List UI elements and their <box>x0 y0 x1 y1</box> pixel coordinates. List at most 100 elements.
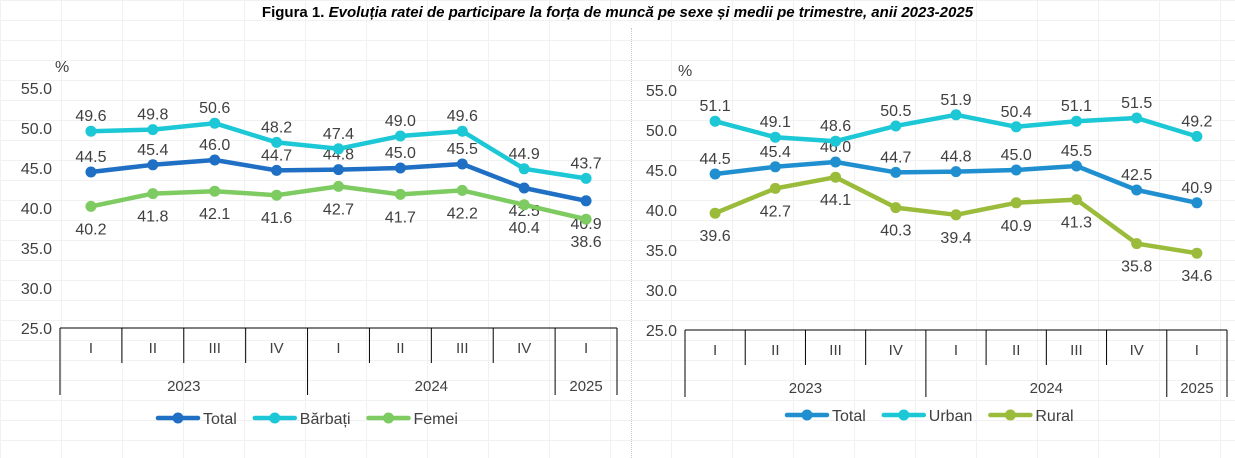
left-data-label-barbati: 43.7 <box>570 155 601 172</box>
left-point-femei <box>147 188 159 200</box>
right-point-rural <box>830 171 842 183</box>
left-point-barbati <box>394 130 406 142</box>
left-y-tick-label: 50.0 <box>21 121 52 138</box>
left-point-barbati <box>456 125 468 137</box>
right-data-label-rural: 35.8 <box>1121 259 1152 276</box>
right-x-tick-label: III <box>829 342 842 359</box>
right-year-label: 2023 <box>789 380 822 397</box>
left-point-femei <box>456 184 468 196</box>
left-point-total <box>209 154 221 166</box>
right-data-label-rural: 39.6 <box>700 228 731 245</box>
left-point-barbati <box>518 163 530 175</box>
right-data-label-total: 45.5 <box>1061 143 1092 160</box>
left-y-tick-label: 45.0 <box>21 161 52 178</box>
left-point-femei <box>85 200 97 212</box>
left-data-label-total: 45.5 <box>447 141 478 158</box>
right-data-label-total: 45.0 <box>1001 147 1032 164</box>
left-data-label-barbati: 48.2 <box>261 119 292 136</box>
right-data-label-total: 42.5 <box>1121 167 1152 184</box>
right-y-tick-label: 35.0 <box>646 243 677 260</box>
left-point-barbati <box>271 136 283 148</box>
right-data-label-urban: 51.5 <box>1121 95 1152 112</box>
right-point-urban <box>1131 112 1143 124</box>
chart-gender-svg: %25.030.035.040.045.050.055.0I II III IV I II… <box>21 59 618 428</box>
right-point-urban <box>1010 121 1022 133</box>
left-point-barbati <box>333 143 344 155</box>
left-data-label-femei: 41.7 <box>385 209 416 226</box>
figure-title: Figura 1. Evoluția ratei de participare … <box>0 4 1235 21</box>
left-data-label-femei: 42.1 <box>199 206 230 223</box>
right-point-rural <box>1010 197 1022 209</box>
left-data-label-barbati: 44.9 <box>509 146 540 163</box>
chart-gender: % 25.0 30.0 35.0 40.0 45.0 50.0 55.0 I II III IV I II… <box>0 28 628 458</box>
right-data-label-urban: 51.1 <box>700 98 731 115</box>
right-data-label-urban: 48.6 <box>820 118 851 135</box>
right-data-label-rural: 42.7 <box>760 203 791 220</box>
right-data-label-urban: 50.5 <box>880 103 911 120</box>
right-data-label-total: 44.8 <box>940 149 971 166</box>
left-data-label-total: 44.8 <box>323 147 354 164</box>
right-point-rural <box>1070 194 1082 206</box>
left-data-label-barbati: 50.6 <box>199 100 230 117</box>
right-point-total <box>1131 184 1143 196</box>
left-data-label-total: 44.5 <box>75 149 106 166</box>
right-point-urban <box>950 109 962 121</box>
left-point-total <box>147 159 159 171</box>
figure-title-prefix: Figura 1. <box>261 4 325 21</box>
left-data-label-barbati: 49.6 <box>75 108 106 125</box>
left-data-label-total: 44.7 <box>261 147 292 164</box>
left-data-label-barbati: 47.4 <box>323 126 354 143</box>
left-data-label-femei: 40.4 <box>509 220 540 237</box>
left-point-total <box>333 164 344 176</box>
left-point-barbati <box>580 172 592 184</box>
right-legend-marker-rural <box>1004 409 1016 421</box>
right-data-label-rural: 41.3 <box>1061 215 1092 232</box>
left-point-femei <box>209 185 221 197</box>
left-x-tick-label: II <box>396 340 404 357</box>
left-y-tick-label: 25.0 <box>21 321 52 338</box>
left-data-label-femei: 40.2 <box>75 221 106 238</box>
left-data-label-barbati: 49.0 <box>385 113 416 130</box>
right-point-total <box>1070 160 1082 172</box>
right-y-tick-label: 40.0 <box>646 203 677 220</box>
right-y-axis-unit: % <box>678 63 692 80</box>
left-point-barbati <box>147 124 159 136</box>
left-legend-marker-total <box>172 412 184 424</box>
right-data-label-urban: 51.1 <box>1061 98 1092 115</box>
right-x-tick-label: IV <box>889 342 903 359</box>
left-point-femei <box>518 199 530 211</box>
right-point-total <box>769 161 781 173</box>
right-data-label-total: 40.9 <box>1181 180 1212 197</box>
right-point-urban <box>1191 130 1203 142</box>
left-point-total <box>518 182 530 194</box>
right-legend-marker-urban <box>898 409 910 421</box>
left-data-label-total: 45.0 <box>385 145 416 162</box>
right-data-label-total: 46.0 <box>820 139 851 156</box>
right-point-urban <box>709 115 721 127</box>
left-x-tick-label: III <box>208 340 221 357</box>
left-x-tick-label: II <box>149 340 157 357</box>
left-legend-marker-barbati <box>269 412 281 424</box>
left-data-label-barbati: 49.6 <box>447 108 478 125</box>
right-data-label-rural: 44.1 <box>820 192 851 209</box>
right-year-label: 2025 <box>1180 380 1213 397</box>
right-legend-label-urban: Urban <box>929 408 973 425</box>
right-data-label-total: 44.7 <box>880 149 911 166</box>
left-x-tick-label: I <box>584 340 588 357</box>
right-x-tick-label: III <box>1070 342 1083 359</box>
right-data-label-urban: 49.1 <box>760 114 791 131</box>
right-x-tick-label: II <box>1012 342 1020 359</box>
left-x-tick-label: I <box>89 340 93 357</box>
right-point-urban <box>769 131 781 143</box>
left-data-label-femei: 42.7 <box>323 201 354 218</box>
left-data-label-femei: 41.6 <box>261 210 292 227</box>
left-legend-label-barbati: Bărbați <box>300 411 351 428</box>
right-point-urban <box>1070 115 1082 127</box>
right-point-total <box>1010 164 1022 176</box>
left-data-label-barbati: 49.8 <box>137 107 168 124</box>
left-data-label-femei: 38.6 <box>570 234 601 251</box>
right-point-rural <box>769 182 781 194</box>
right-point-total <box>950 166 962 178</box>
left-data-label-total: 46.0 <box>199 137 230 154</box>
right-y-tick-label: 45.0 <box>646 163 677 180</box>
